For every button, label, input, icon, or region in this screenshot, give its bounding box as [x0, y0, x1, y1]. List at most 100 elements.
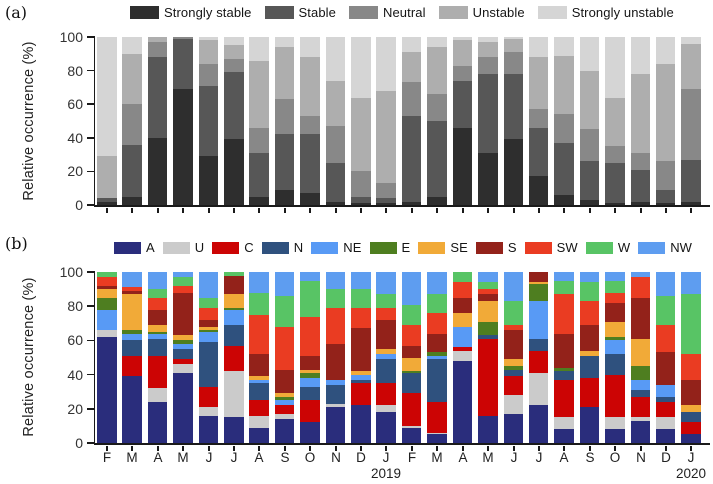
- segment-ne: [427, 355, 447, 360]
- x-tick-a-22: [640, 207, 642, 213]
- segment-nw: [478, 272, 498, 283]
- segment-a: [300, 422, 320, 443]
- bar-b-3-a: [147, 272, 168, 443]
- segment-w: [401, 304, 422, 326]
- bar-b-16-m: [478, 272, 498, 443]
- segment-nw: [579, 272, 600, 283]
- x-tick-a-13: [411, 207, 413, 213]
- segment-u: [503, 395, 523, 414]
- x-tick-b-5: [208, 445, 210, 451]
- panel-b-legend: A U C N NE E SE S SW W NW: [114, 240, 692, 255]
- w-swatch-icon: [585, 241, 613, 254]
- segment-unstable: [224, 45, 244, 59]
- segment-se: [122, 294, 142, 331]
- x-tick-a-11: [360, 207, 362, 213]
- segment-ne: [97, 309, 117, 331]
- segment-a: [630, 420, 651, 443]
- y-tick-label-60: 60: [67, 96, 83, 113]
- legend-label-n: N: [293, 240, 304, 255]
- segment-stable: [351, 196, 371, 204]
- segment-neutral: [554, 114, 574, 143]
- segment-s: [300, 355, 320, 370]
- legend-item-n: N: [261, 240, 304, 255]
- y-tick-label-0: 0: [75, 197, 83, 213]
- segment-u: [605, 417, 625, 430]
- segment-sw: [605, 292, 625, 303]
- x-tick-label-18-j: J: [535, 450, 543, 465]
- x-tick-a-21: [614, 207, 616, 213]
- bar-b-23-d: [655, 272, 676, 443]
- segment-strongly-stable: [452, 127, 473, 205]
- panel-b-label: (b): [5, 234, 28, 253]
- segment-ne: [249, 379, 269, 384]
- x-tick-b-3: [157, 445, 159, 451]
- segment-e: [427, 352, 447, 356]
- nw-swatch-icon: [638, 241, 666, 254]
- x-tick-b-18: [538, 445, 540, 451]
- bar-a-12-j: [376, 37, 396, 205]
- segment-se: [452, 313, 473, 327]
- segment-strongly-stable: [528, 176, 549, 205]
- segment-e: [147, 331, 168, 334]
- segment-s: [147, 309, 168, 326]
- x-tick-label-9-o: O: [304, 450, 316, 465]
- segment-neutral: [224, 58, 244, 73]
- segment-neutral: [122, 104, 142, 145]
- segment-n: [554, 371, 574, 380]
- segment-sw: [401, 325, 422, 346]
- segment-e: [503, 366, 523, 370]
- segment-s: [427, 333, 447, 353]
- segment-neutral: [274, 99, 295, 135]
- segment-neutral: [681, 89, 701, 160]
- segment-s: [325, 343, 346, 380]
- segment-a: [681, 434, 701, 443]
- segment-strongly-unstable: [249, 37, 269, 61]
- segment-sw: [97, 277, 117, 286]
- segment-strongly-unstable: [97, 37, 117, 157]
- segment-c: [274, 405, 295, 414]
- segment-c: [554, 379, 574, 418]
- segment-nw: [147, 272, 168, 290]
- legend-item-ne: NE: [311, 240, 361, 255]
- bar-b-11-d: [351, 272, 371, 443]
- segment-strongly-unstable: [427, 37, 447, 48]
- segment-e: [198, 330, 219, 332]
- segment-a: [605, 429, 625, 443]
- legend-item-unstable: Unstable: [438, 5, 525, 20]
- segment-c: [224, 345, 244, 372]
- y-tick-label-60: 60: [67, 332, 83, 349]
- segment-nw: [401, 272, 422, 305]
- x-tick-a-3: [157, 207, 159, 213]
- segment-strongly-unstable: [401, 37, 422, 53]
- bar-b-17-j: [503, 272, 523, 443]
- x-tick-a-19: [563, 207, 565, 213]
- panel-a-y-axis-label: Relative occurrence (%): [21, 41, 37, 201]
- segment-e: [630, 366, 651, 380]
- panel-b-y-axis-label: Relative occurrence (%): [21, 277, 37, 437]
- segment-w: [351, 289, 371, 308]
- segment-se: [351, 371, 371, 375]
- segment-unstable: [376, 90, 396, 184]
- segment-a: [97, 336, 117, 443]
- y-tick-100: [86, 36, 94, 38]
- x-tick-a-9: [309, 207, 311, 213]
- segment-u: [655, 417, 676, 430]
- segment-se: [528, 282, 549, 285]
- segment-stable: [300, 134, 320, 194]
- segment-s: [528, 272, 549, 283]
- y-tick-80: [86, 69, 94, 72]
- y-tick-label-20: 20: [67, 400, 83, 417]
- segment-w: [376, 294, 396, 308]
- panel-a-label: (a): [5, 3, 28, 22]
- segment-c: [173, 359, 193, 365]
- segment-w: [198, 297, 219, 308]
- segment-strongly-stable: [401, 201, 422, 205]
- segment-ne: [122, 333, 142, 341]
- segment-w: [452, 272, 473, 283]
- neutral-swatch-icon: [348, 6, 378, 19]
- segment-n: [655, 396, 676, 402]
- segment-sw: [579, 301, 600, 326]
- bar-b-21-o: [605, 272, 625, 443]
- unstable-swatch-icon: [438, 6, 468, 19]
